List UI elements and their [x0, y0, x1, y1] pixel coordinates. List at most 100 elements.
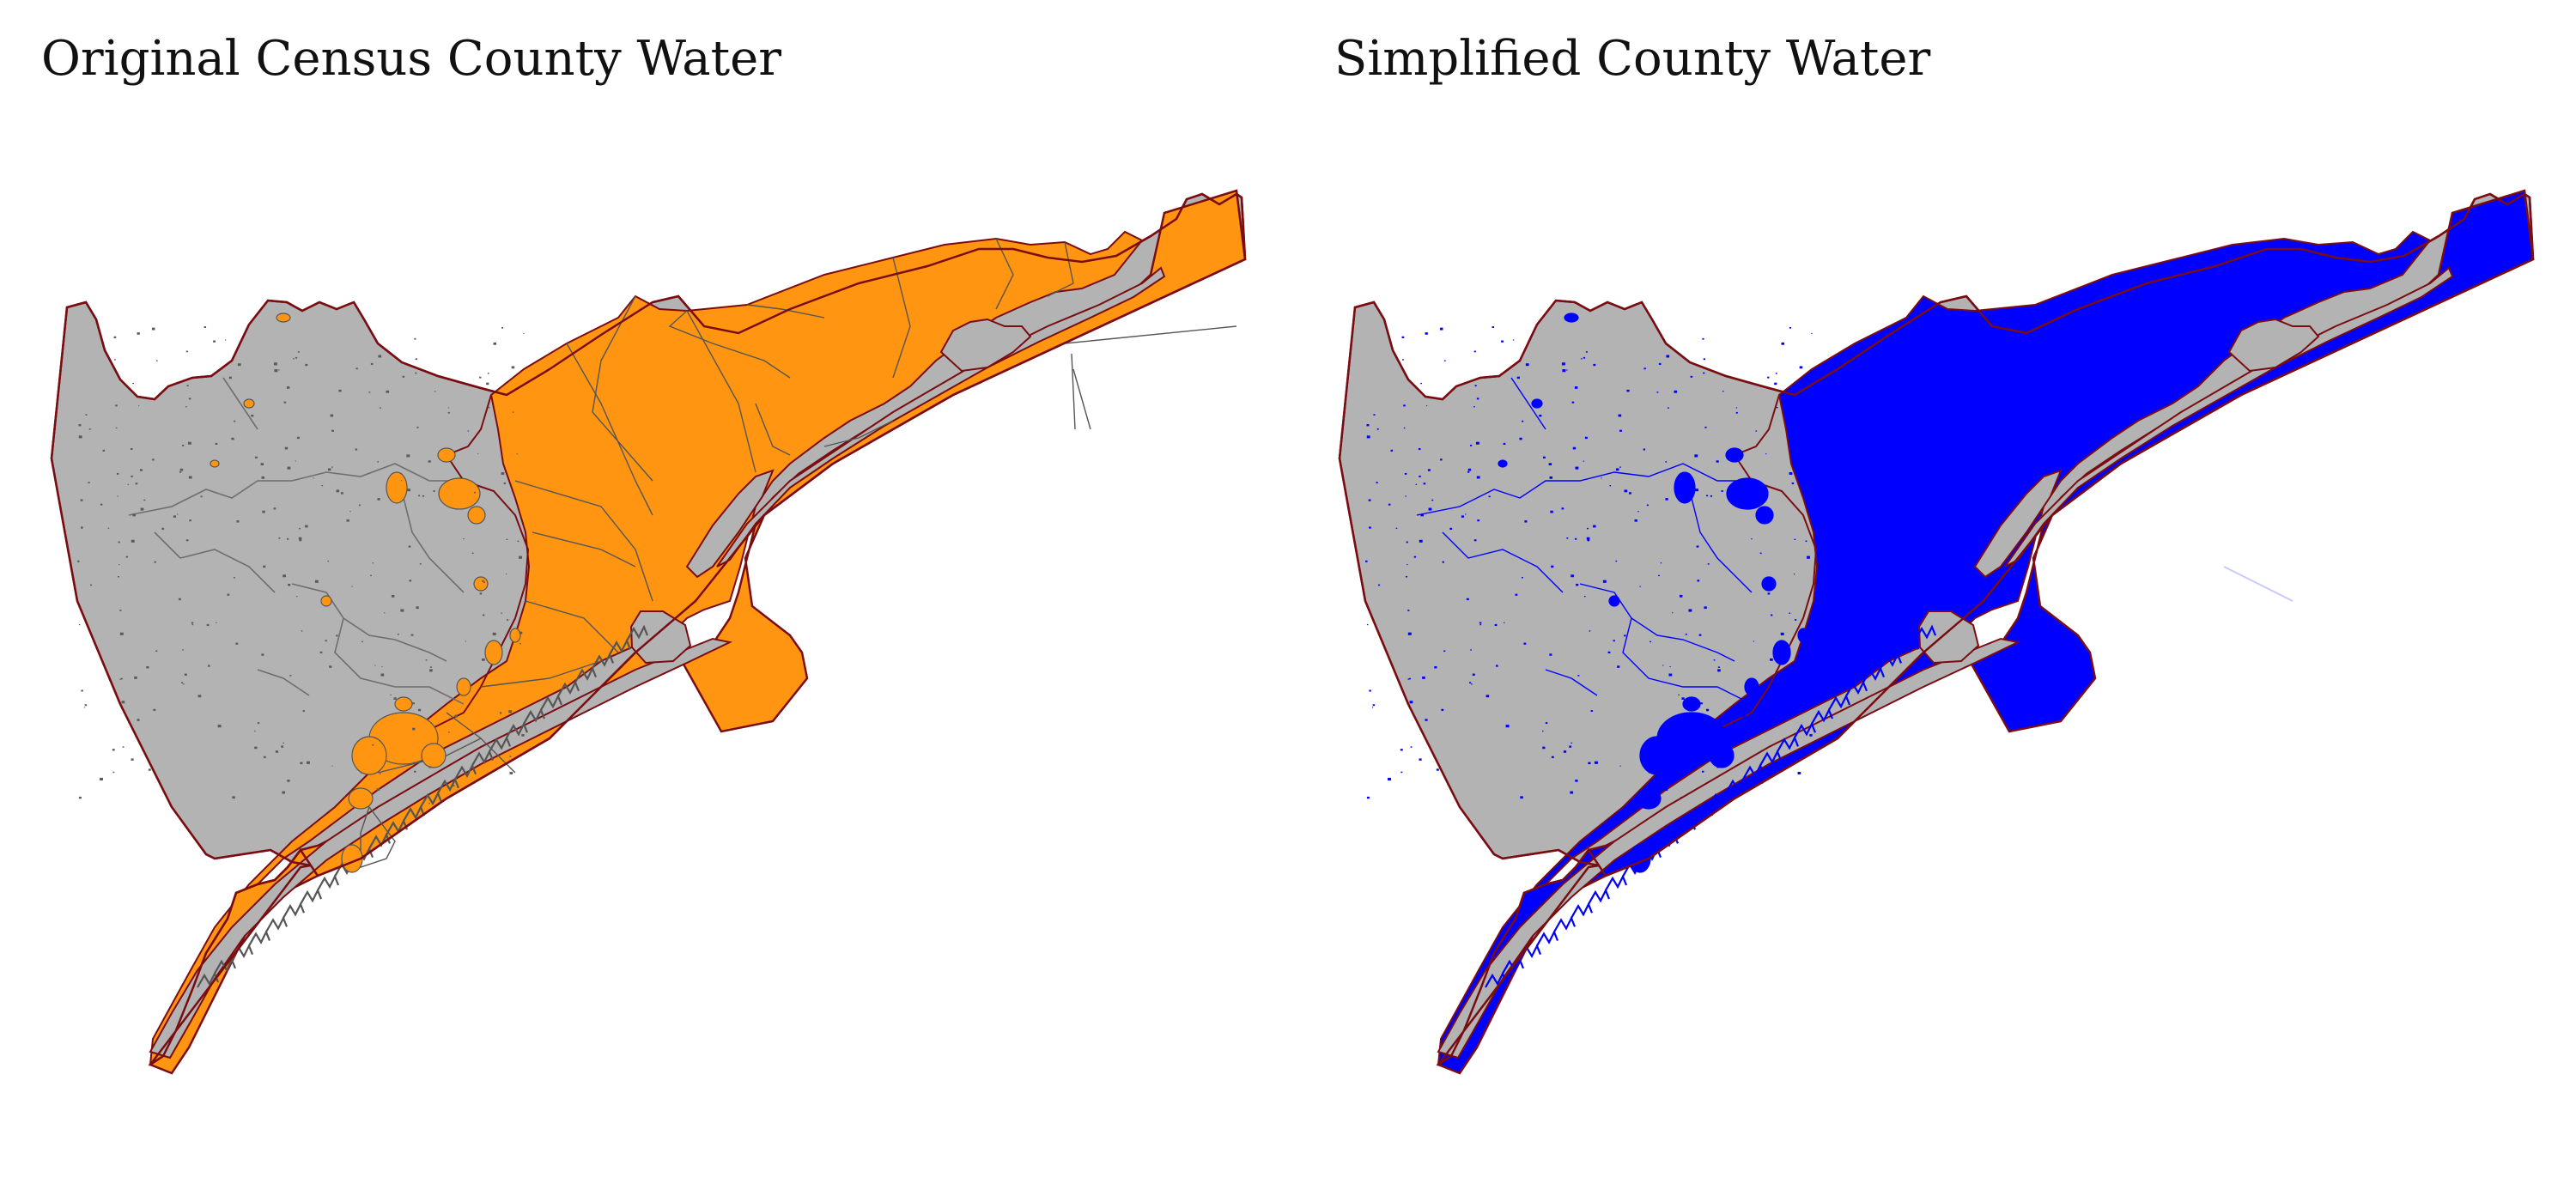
inland-water-speck-103 [1639, 586, 1641, 587]
pond-10 [1761, 576, 1777, 592]
inland-water-speck-245 [191, 623, 194, 626]
inland-water-speck-193 [1680, 797, 1682, 798]
inland-water-speck-223 [1619, 466, 1621, 468]
inland-water-speck-259 [1658, 574, 1660, 577]
inland-water-speck-87 [400, 609, 404, 612]
inland-water-speck-96 [1637, 511, 1639, 513]
inland-water-speck-90 [1717, 666, 1720, 668]
inland-water-speck-249 [1807, 555, 1810, 559]
inland-water-speck-27 [88, 482, 90, 483]
marsh-mark-12 [1691, 804, 1714, 822]
inland-water-speck-111 [376, 788, 380, 791]
inland-water-speck-77 [408, 545, 411, 548]
inland-water-speck-142 [482, 658, 485, 661]
inland-water-speck-58 [1716, 766, 1720, 768]
inland-water-speck-40 [297, 351, 300, 353]
water-division-line-16 [823, 420, 894, 447]
inland-water-speck-227 [302, 710, 306, 713]
inland-water-speck-42 [1467, 468, 1472, 471]
inland-water-speck-170 [416, 426, 419, 428]
inland-water-speck-234 [1575, 780, 1578, 782]
inland-water-speck-28 [173, 515, 177, 518]
inland-water-speck-171 [391, 594, 395, 598]
inland-water-speck-189 [1717, 669, 1721, 672]
water-division-line-14 [995, 238, 1014, 310]
inland-water-speck-16 [1634, 519, 1637, 522]
inland-water-speck-196 [1716, 460, 1719, 463]
inland-water-speck-91 [338, 389, 342, 392]
inland-water-speck-74 [1403, 404, 1406, 407]
inland-water-speck-26 [1698, 634, 1702, 636]
island-0 [716, 266, 1166, 568]
inland-water-speck-144 [1441, 708, 1444, 711]
inland-water-speck-65 [519, 642, 521, 645]
pond-15 [1564, 313, 1579, 323]
inland-water-speck-205 [479, 592, 483, 595]
inland-water-speck-234 [287, 780, 290, 782]
inland-water-speck-128 [284, 446, 289, 450]
inland-water-speck-222 [336, 489, 340, 493]
inland-water-speck-62 [412, 702, 415, 705]
inland-water-speck-134 [1703, 358, 1706, 361]
inland-water-speck-55 [1588, 762, 1591, 765]
inland-water-speck-252 [380, 673, 385, 677]
inland-water-speck-51 [213, 340, 216, 343]
inland-water-speck-88 [1488, 495, 1491, 498]
water-division-line-9 [480, 660, 602, 688]
water-division-line-19 [1071, 353, 1076, 430]
inland-water-speck-24 [1485, 695, 1490, 698]
inland-water-speck-56 [282, 791, 286, 794]
inland-water-speck-187 [293, 358, 295, 360]
inland-water-speck-53 [482, 580, 484, 582]
inland-water-speck-250 [1774, 382, 1777, 385]
water-division-line-13 [892, 257, 911, 379]
inland-water-speck-166 [433, 490, 435, 492]
inland-water-speck-57 [1551, 565, 1554, 568]
inland-water-speck-135 [204, 326, 207, 328]
inland-water-speck-162 [1423, 483, 1426, 485]
inland-water-speck-217 [1705, 708, 1710, 712]
pond-15 [276, 313, 291, 323]
marsh-mark-15 [454, 763, 477, 780]
marsh-mark-6 [300, 888, 323, 905]
inland-water-speck-191 [1700, 762, 1704, 765]
inland-water-speck-219 [1780, 632, 1784, 635]
inland-water-speck-105 [215, 442, 218, 446]
inland-water-speck-209 [78, 435, 82, 439]
inland-water-speck-49 [237, 363, 241, 367]
marsh-mark-25 [1914, 624, 1937, 641]
inland-water-speck-6 [327, 560, 330, 562]
map-layers [1338, 189, 2535, 1075]
inland-water-speck-141 [1467, 470, 1470, 473]
inland-water-speck-199 [454, 714, 458, 718]
inland-water-speck-29 [1694, 454, 1698, 458]
inland-water-speck-56 [1570, 791, 1574, 794]
inland-water-speck-190 [235, 642, 239, 645]
inland-water-speck-61 [325, 640, 327, 642]
inland-water-speck-110 [1404, 472, 1407, 475]
marsh-mark-18 [506, 721, 529, 738]
inland-water-speck-44 [355, 367, 358, 370]
inland-water-speck-26 [410, 634, 414, 636]
pond-7 [1772, 640, 1791, 665]
inland-water-speck-16 [346, 519, 349, 522]
inland-water-speck-49 [1525, 363, 1529, 367]
inland-water-speck-82 [1519, 437, 1522, 440]
inland-water-speck-64 [1388, 503, 1391, 506]
inland-water-speck-245 [1479, 623, 1482, 626]
inland-water-speck-36 [372, 744, 374, 746]
inland-water-speck-13 [422, 495, 425, 497]
inland-water-speck-247 [506, 538, 508, 540]
inland-water-speck-189 [429, 669, 433, 672]
inland-water-speck-231 [1545, 722, 1548, 725]
inland-water-speck-31 [274, 369, 278, 373]
inland-water-speck-108 [77, 560, 80, 562]
inland-water-speck-187 [1581, 358, 1583, 360]
inland-water-speck-194 [1407, 632, 1412, 635]
inland-water-speck-134 [415, 358, 418, 361]
stream-3 [154, 531, 276, 593]
inland-water-speck-82 [231, 437, 234, 440]
marsh-mark-18 [1794, 721, 1817, 738]
inland-water-speck-233 [154, 561, 156, 563]
pond-16 [243, 398, 255, 409]
